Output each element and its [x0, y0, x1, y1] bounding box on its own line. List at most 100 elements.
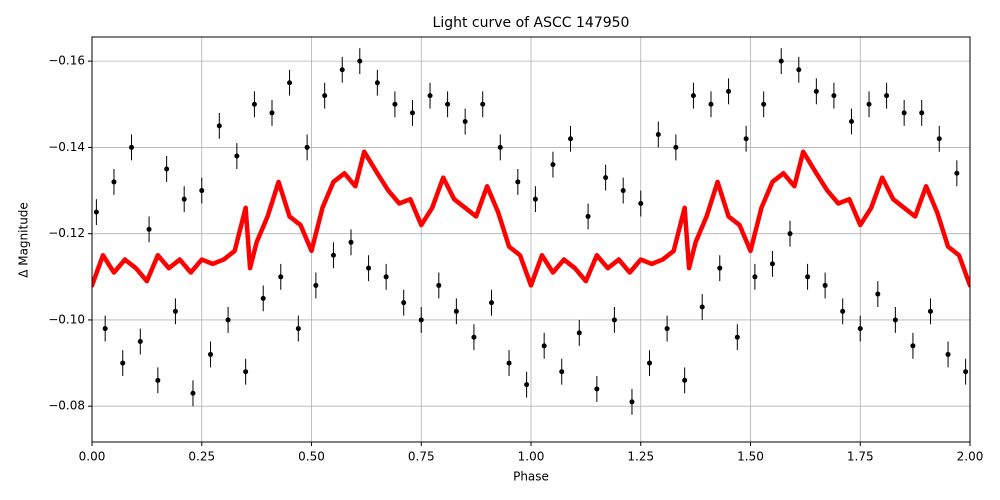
data-point — [111, 179, 117, 185]
data-point — [120, 360, 126, 366]
data-point — [866, 101, 872, 107]
data-point — [734, 334, 740, 340]
data-point — [901, 110, 907, 116]
data-point — [392, 101, 398, 107]
data-point — [945, 351, 951, 357]
data-point — [717, 265, 723, 271]
data-point — [304, 144, 310, 150]
data-point — [524, 382, 530, 388]
data-point — [515, 179, 521, 185]
data-point — [348, 239, 354, 245]
data-point — [243, 369, 249, 375]
data-point — [330, 252, 336, 258]
data-point — [848, 119, 854, 125]
data-point — [313, 282, 319, 288]
data-point — [532, 196, 538, 202]
axes: 0.00 0.25 0.50 0.75 1.00 1.25 1.50 1.75 2.00 −0.1… — [48, 36, 984, 464]
data-point — [831, 93, 837, 99]
data-point — [787, 231, 793, 237]
data-point — [813, 88, 819, 94]
data-point — [445, 101, 451, 107]
data-point — [251, 101, 257, 107]
data-point — [471, 334, 477, 340]
data-point — [436, 282, 442, 288]
data-point — [647, 360, 653, 366]
x-tick-label: 1.50 — [737, 450, 764, 464]
data-point — [892, 317, 898, 323]
data-point — [778, 58, 784, 64]
data-point — [102, 326, 108, 332]
y-tick-label: −0.08 — [48, 399, 85, 413]
data-point — [875, 291, 881, 297]
data-point — [752, 274, 758, 280]
data-point — [190, 390, 196, 396]
data-point — [164, 166, 170, 172]
data-point — [278, 274, 284, 280]
data-point — [172, 308, 178, 314]
data-point — [910, 343, 916, 349]
data-point — [506, 360, 512, 366]
data-point — [761, 101, 767, 107]
data-point — [401, 300, 407, 306]
data-point — [199, 188, 205, 194]
x-tick-label: 0.75 — [408, 450, 435, 464]
data-point — [234, 153, 240, 159]
data-point — [708, 101, 714, 107]
data-point — [137, 339, 143, 345]
data-point — [585, 213, 591, 219]
data-point — [559, 369, 565, 375]
data-point — [427, 93, 433, 99]
data-point — [269, 110, 275, 116]
x-tick-label: 2.00 — [957, 450, 984, 464]
fit-line — [92, 149, 970, 288]
data-point — [225, 317, 231, 323]
data-point — [374, 80, 380, 86]
data-point — [366, 265, 372, 271]
data-point — [611, 317, 617, 323]
data-point — [884, 93, 890, 99]
data-point — [550, 162, 556, 168]
data-point — [216, 123, 222, 129]
y-tick-label: −0.14 — [48, 140, 85, 154]
y-tick-label: −0.16 — [48, 54, 85, 68]
data-point — [287, 80, 293, 86]
data-point — [857, 326, 863, 332]
data-point — [638, 200, 644, 206]
data-point — [181, 196, 187, 202]
data-point — [594, 386, 600, 392]
data-point — [743, 136, 749, 142]
data-point — [480, 101, 486, 107]
data-point — [682, 377, 688, 383]
x-tick-label: 1.25 — [627, 450, 654, 464]
data-point — [620, 188, 626, 194]
data-point — [383, 274, 389, 280]
x-tick-label: 0.25 — [188, 450, 215, 464]
data-point — [129, 144, 135, 150]
data-point — [603, 175, 609, 181]
data-point — [664, 326, 670, 332]
x-axis-label: Phase — [513, 470, 549, 484]
data-point — [822, 282, 828, 288]
data-point — [409, 110, 415, 116]
chart-title: Light curve of ASCC 147950 — [433, 15, 630, 31]
data-point — [629, 399, 635, 405]
x-tick-label: 0.00 — [79, 450, 106, 464]
data-point — [726, 88, 732, 94]
y-tick-label: −0.12 — [48, 226, 85, 240]
data-point — [954, 170, 960, 176]
data-point — [146, 226, 152, 232]
data-point — [840, 308, 846, 314]
data-point — [769, 261, 775, 267]
x-tick-label: 1.00 — [518, 450, 545, 464]
data-point — [497, 144, 503, 150]
data-point — [963, 369, 969, 375]
data-point — [462, 119, 468, 125]
data-point — [796, 67, 802, 73]
data-point — [208, 351, 214, 357]
x-tick-label: 0.50 — [298, 450, 325, 464]
data-point — [339, 67, 345, 73]
data-point — [927, 308, 933, 314]
data-point — [541, 343, 547, 349]
